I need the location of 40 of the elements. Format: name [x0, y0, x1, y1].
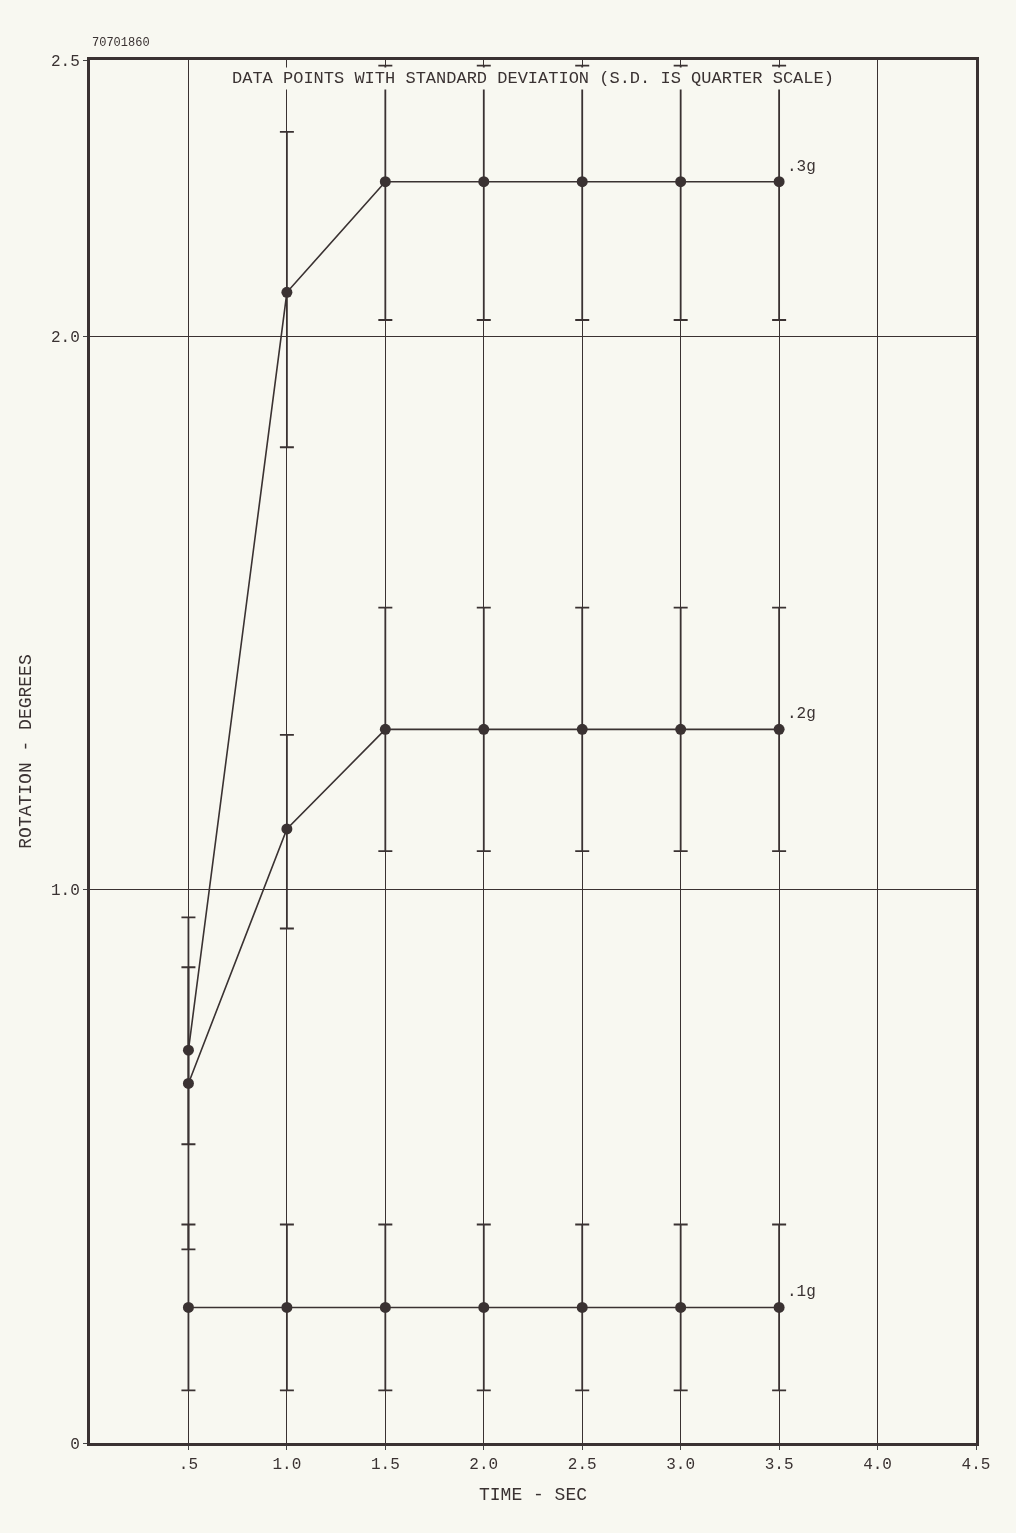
y-tick-label: 1.0: [50, 882, 80, 901]
point: [478, 723, 490, 735]
x-tick-label: 4.0: [863, 1456, 892, 1475]
x-tick-label: 4.5: [961, 1456, 991, 1475]
x-tick-label: 3.0: [666, 1456, 696, 1475]
point: [576, 1301, 588, 1313]
point: [281, 823, 293, 835]
x-tick-label: 1.5: [370, 1456, 400, 1475]
point: [182, 1077, 194, 1089]
point: [281, 286, 293, 298]
series-label: .1g: [787, 1283, 816, 1301]
point: [773, 1301, 785, 1313]
x-tick-label: 1.0: [272, 1456, 302, 1475]
point: [281, 1301, 293, 1313]
x-tick-label: .5: [178, 1456, 199, 1475]
point: [379, 723, 391, 735]
point: [478, 176, 490, 188]
y-tick-label: 0: [70, 1435, 80, 1454]
x-tick-label: 2.5: [567, 1456, 597, 1475]
series-label: .3g: [787, 158, 816, 176]
x-tick-label: 3.5: [764, 1456, 794, 1475]
point: [773, 176, 785, 188]
annotation: DATA POINTS WITH STANDARD DEVIATION (S.D. IS QUARTER SCALE): [232, 69, 834, 88]
point: [379, 176, 391, 188]
y-tick-label: 2.5: [50, 52, 80, 71]
point: [379, 1301, 391, 1313]
point: [576, 723, 588, 735]
point: [675, 1301, 687, 1313]
y-axis-title: ROTATION - DEGREES: [16, 654, 37, 849]
point: [675, 723, 687, 735]
point: [576, 176, 588, 188]
x-tick-label: 2.0: [469, 1456, 499, 1475]
y-tick-label: 2.0: [50, 329, 80, 348]
series-label: .2g: [787, 705, 816, 723]
x-axis-title: TIME - SEC: [478, 1485, 588, 1506]
point: [182, 1301, 194, 1313]
point: [773, 723, 785, 735]
point: [675, 176, 687, 188]
point: [478, 1301, 490, 1313]
text: 70701860: [92, 36, 150, 50]
